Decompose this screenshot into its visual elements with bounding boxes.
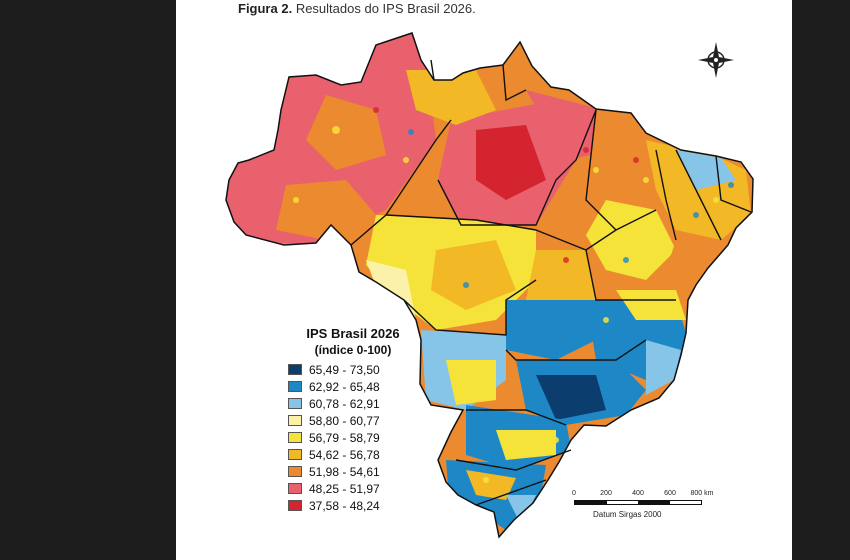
legend-class-label: 60,78 - 62,91 xyxy=(309,396,380,411)
legend-class-row: 37,58 - 48,24 xyxy=(288,497,418,514)
legend-class-label: 37,58 - 48,24 xyxy=(309,498,380,513)
legend-class-label: 62,92 - 65,48 xyxy=(309,379,380,394)
figure-label: Figura 2. xyxy=(238,1,293,16)
legend-class-row: 48,25 - 51,97 xyxy=(288,480,418,497)
legend-class-row: 65,49 - 73,50 xyxy=(288,361,418,378)
scale-bar-graphic xyxy=(574,500,702,505)
legend-class-label: 54,62 - 56,78 xyxy=(309,447,380,462)
legend-swatch xyxy=(288,364,302,375)
figure-caption-text: Resultados do IPS Brasil 2026. xyxy=(295,1,476,16)
scale-bar: 0 200 400 600 800 km Datum Sirgas 2000 xyxy=(571,490,721,530)
legend-class-row: 51,98 - 54,61 xyxy=(288,463,418,480)
legend-class-row: 62,92 - 65,48 xyxy=(288,378,418,395)
map-legend: IPS Brasil 2026 (índice 0-100) 65,49 - 7… xyxy=(288,326,418,514)
legend-class-label: 51,98 - 54,61 xyxy=(309,464,380,479)
brazil-map xyxy=(225,32,754,539)
scale-tick-label: 400 xyxy=(632,490,644,497)
legend-class-row: 58,80 - 60,77 xyxy=(288,412,418,429)
legend-class-row: 54,62 - 56,78 xyxy=(288,446,418,463)
figure-page: Figura 2. Resultados do IPS Brasil 2026. xyxy=(176,0,792,560)
compass-rose-icon xyxy=(694,38,738,82)
scale-tick-label: 0 xyxy=(572,490,576,497)
legend-swatch xyxy=(288,398,302,409)
legend-class-label: 48,25 - 51,97 xyxy=(309,481,380,496)
legend-class-label: 65,49 - 73,50 xyxy=(309,362,380,377)
scale-tick-label: 600 xyxy=(664,490,676,497)
figure-caption: Figura 2. Resultados do IPS Brasil 2026. xyxy=(238,1,476,16)
legend-class-row: 60,78 - 62,91 xyxy=(288,395,418,412)
legend-swatch xyxy=(288,500,302,511)
legend-class-label: 58,80 - 60,77 xyxy=(309,413,380,428)
scale-datum: Datum Sirgas 2000 xyxy=(593,510,662,519)
legend-classes: 65,49 - 73,50 62,92 - 65,48 60,78 - 62,91 5… xyxy=(288,361,418,514)
legend-swatch xyxy=(288,483,302,494)
legend-swatch xyxy=(288,449,302,460)
legend-swatch xyxy=(288,381,302,392)
scale-tick-label: 800 km xyxy=(690,490,714,497)
legend-swatch xyxy=(288,415,302,426)
legend-subtitle: (índice 0-100) xyxy=(314,343,392,357)
legend-title: IPS Brasil 2026 xyxy=(306,326,400,341)
legend-class-row: 56,79 - 58,79 xyxy=(288,429,418,446)
scale-tick-label: 200 xyxy=(600,490,612,497)
legend-class-label: 56,79 - 58,79 xyxy=(309,430,380,445)
legend-swatch xyxy=(288,432,302,443)
legend-swatch xyxy=(288,466,302,477)
